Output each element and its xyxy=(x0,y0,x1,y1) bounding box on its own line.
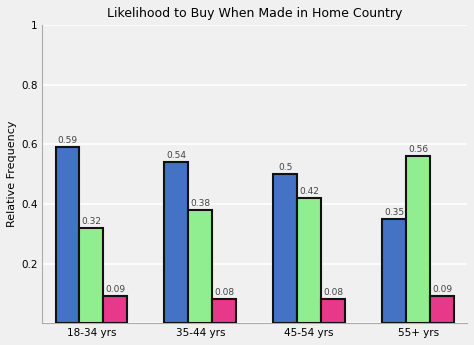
Text: 0.35: 0.35 xyxy=(384,208,404,217)
Bar xyxy=(212,299,236,323)
Text: 0.59: 0.59 xyxy=(57,136,78,145)
Text: 0.08: 0.08 xyxy=(214,288,234,297)
Bar xyxy=(321,299,345,323)
Bar xyxy=(406,156,430,323)
Text: 0.09: 0.09 xyxy=(432,285,452,294)
Text: 0.09: 0.09 xyxy=(105,285,126,294)
Bar xyxy=(273,174,297,323)
Bar xyxy=(430,296,454,323)
Bar xyxy=(297,198,321,323)
Text: 0.42: 0.42 xyxy=(299,187,319,196)
Y-axis label: Relative Frequency: Relative Frequency xyxy=(7,121,17,227)
Bar xyxy=(80,228,103,323)
Bar xyxy=(103,296,128,323)
Bar xyxy=(382,219,406,323)
Text: 0.08: 0.08 xyxy=(323,288,343,297)
Text: 0.38: 0.38 xyxy=(190,199,210,208)
Text: 0.5: 0.5 xyxy=(278,163,292,172)
Bar xyxy=(188,210,212,323)
Text: 0.32: 0.32 xyxy=(82,217,101,226)
Bar xyxy=(164,162,188,323)
Bar xyxy=(55,147,80,323)
Text: 0.54: 0.54 xyxy=(166,151,186,160)
Text: 0.56: 0.56 xyxy=(408,145,428,154)
Title: Likelihood to Buy When Made in Home Country: Likelihood to Buy When Made in Home Coun… xyxy=(107,7,402,20)
